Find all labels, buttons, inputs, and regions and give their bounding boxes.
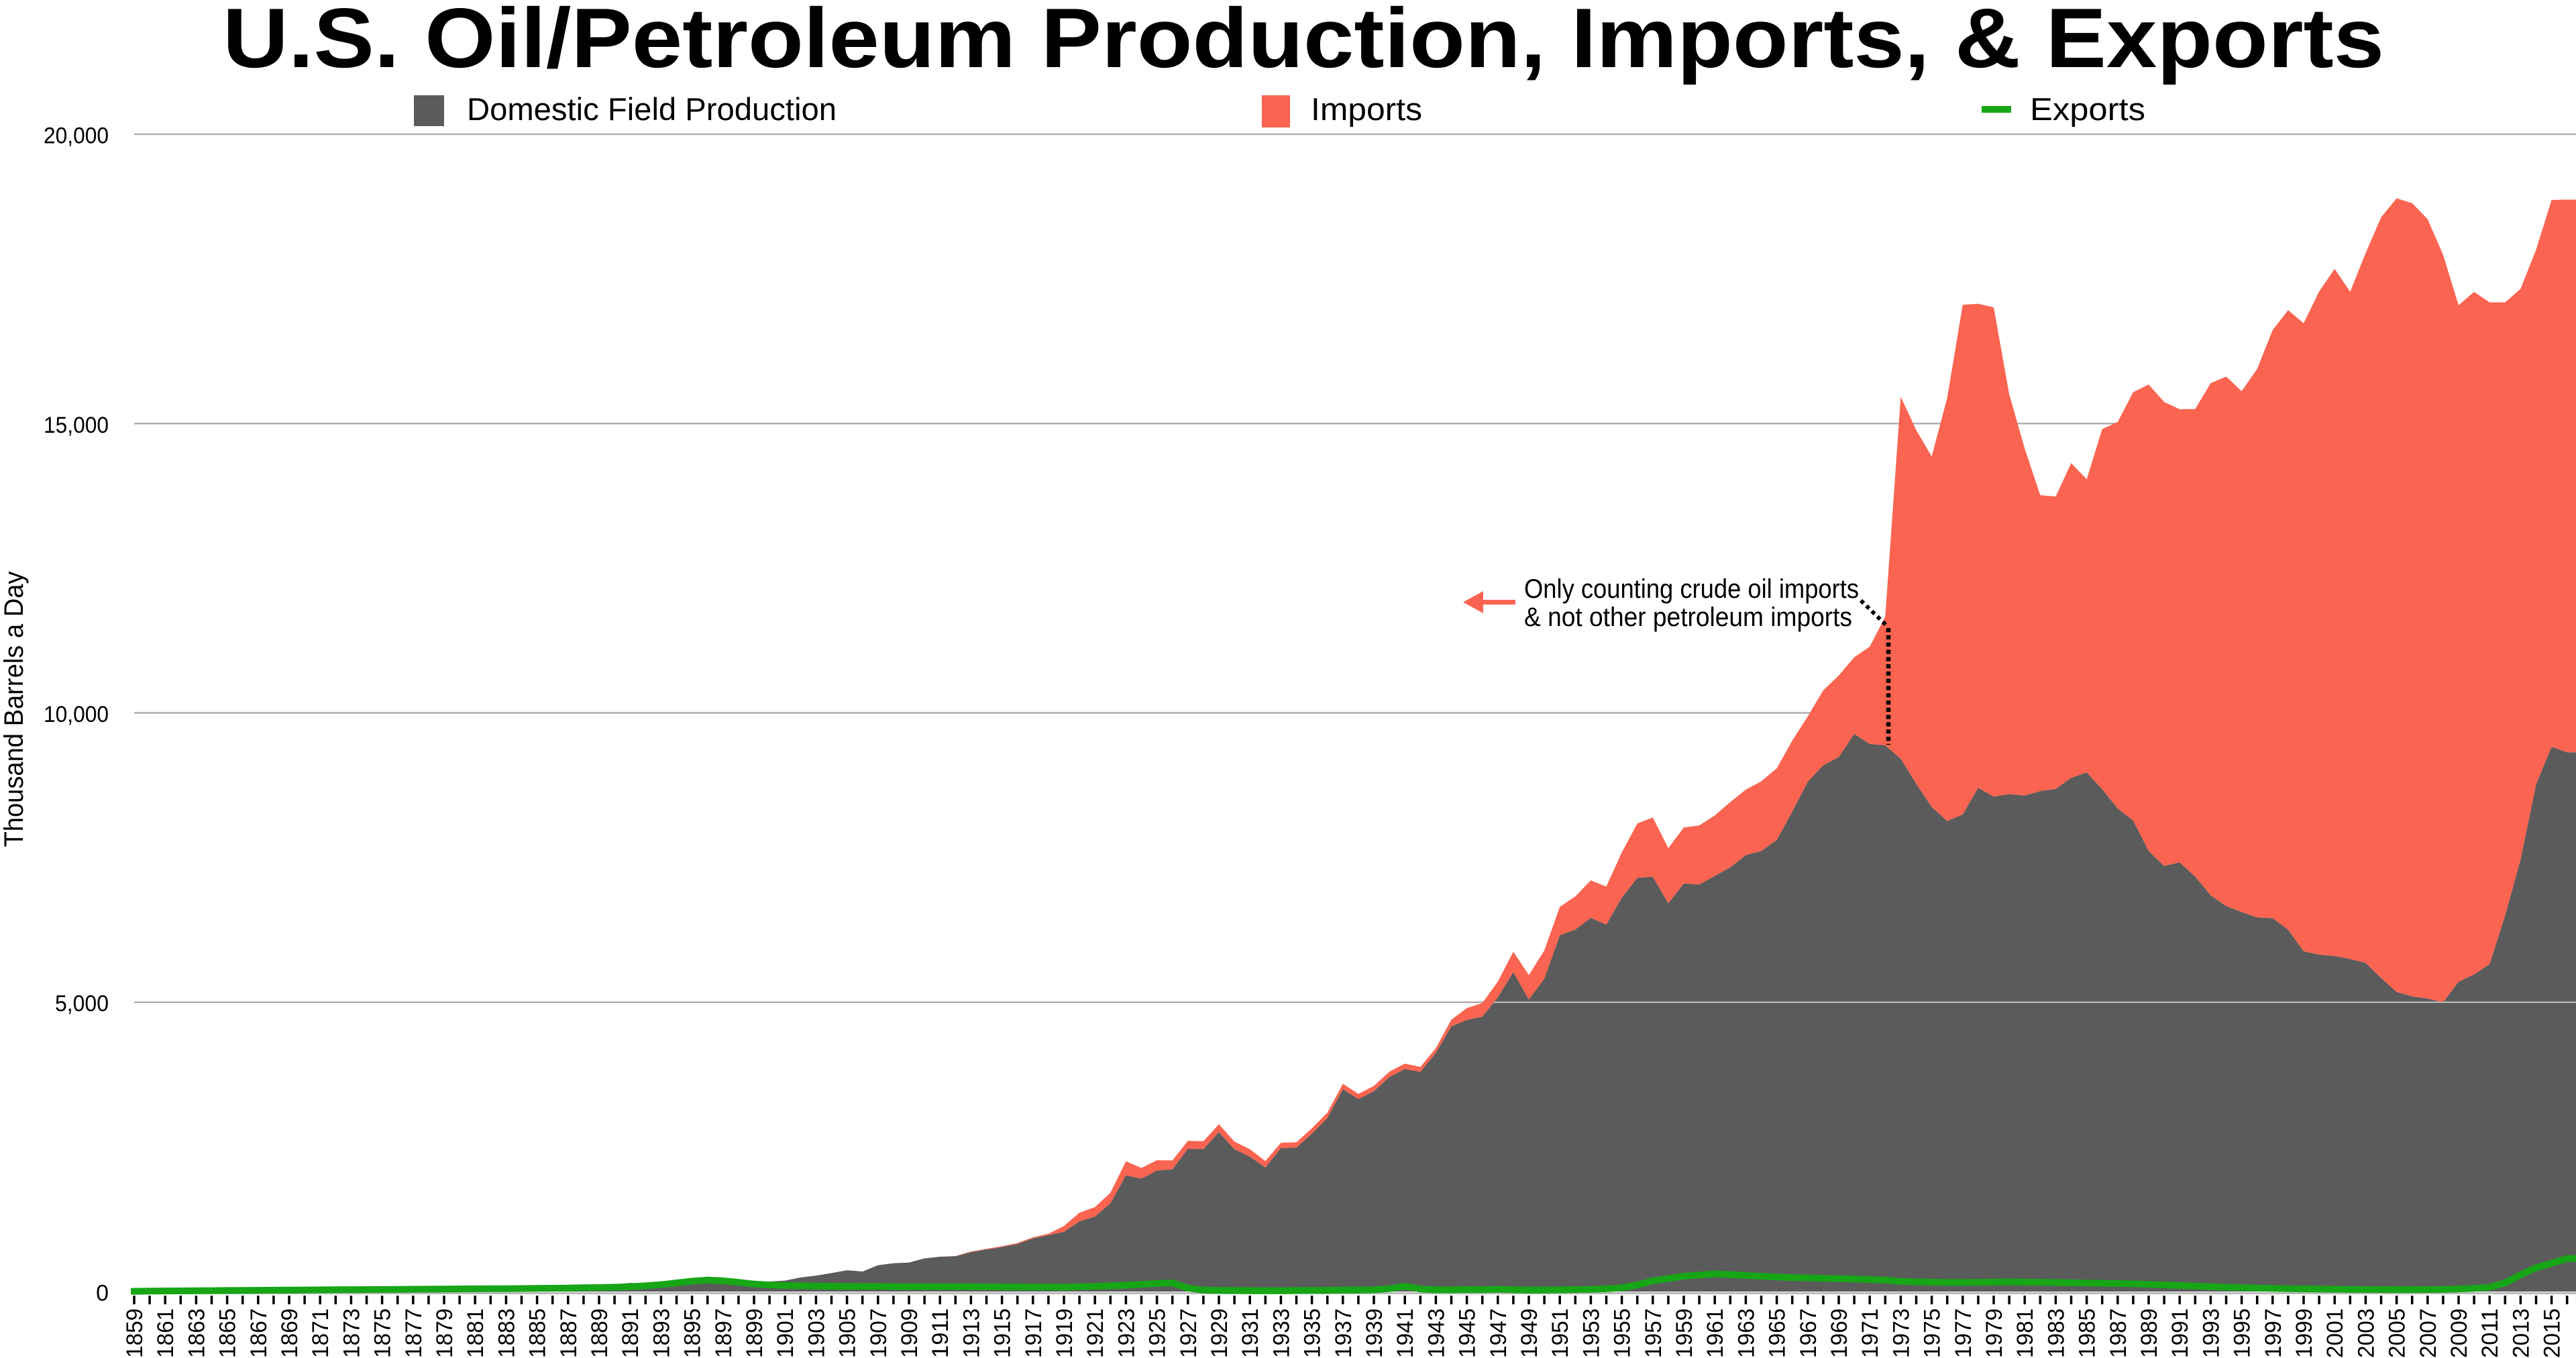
svg-text:1907: 1907 (866, 1308, 892, 1358)
svg-text:1891: 1891 (618, 1308, 643, 1358)
svg-text:1987: 1987 (2106, 1308, 2131, 1358)
svg-text:Only counting crude oil import: Only counting crude oil imports (1524, 574, 1859, 604)
svg-text:1873: 1873 (339, 1308, 364, 1358)
svg-text:1983: 1983 (2043, 1308, 2069, 1358)
svg-text:1973: 1973 (1888, 1308, 1914, 1358)
svg-text:1915: 1915 (990, 1308, 1016, 1358)
svg-text:1911: 1911 (928, 1308, 953, 1358)
svg-text:1869: 1869 (277, 1308, 303, 1358)
svg-text:1885: 1885 (525, 1308, 551, 1358)
svg-text:2001: 2001 (2322, 1308, 2348, 1358)
svg-text:2011: 2011 (2477, 1308, 2503, 1358)
svg-text:1933: 1933 (1269, 1308, 1294, 1358)
svg-text:1913: 1913 (959, 1308, 984, 1358)
svg-text:1917: 1917 (1021, 1308, 1046, 1358)
svg-text:1887: 1887 (556, 1308, 582, 1358)
svg-text:Exports: Exports (2030, 91, 2145, 127)
svg-text:1895: 1895 (680, 1308, 706, 1358)
svg-text:Thousand Barrels a Day: Thousand Barrels a Day (0, 572, 29, 847)
svg-text:1927: 1927 (1176, 1308, 1201, 1358)
svg-text:1931: 1931 (1238, 1308, 1263, 1358)
svg-text:1889: 1889 (587, 1308, 612, 1358)
svg-text:1977: 1977 (1951, 1308, 1976, 1358)
svg-text:1925: 1925 (1145, 1308, 1171, 1358)
svg-text:1893: 1893 (649, 1308, 674, 1358)
svg-text:1903: 1903 (804, 1308, 829, 1358)
svg-text:1859: 1859 (122, 1308, 148, 1358)
svg-text:1923: 1923 (1114, 1308, 1139, 1358)
svg-text:1965: 1965 (1765, 1308, 1790, 1358)
svg-text:1949: 1949 (1517, 1308, 1542, 1358)
svg-text:1871: 1871 (308, 1308, 333, 1358)
svg-text:1981: 1981 (2012, 1308, 2038, 1358)
svg-text:1969: 1969 (1827, 1308, 1852, 1358)
svg-text:1971: 1971 (1858, 1308, 1883, 1358)
svg-text:1947: 1947 (1486, 1308, 1511, 1358)
svg-text:15,000: 15,000 (44, 413, 109, 438)
svg-text:1993: 1993 (2198, 1308, 2224, 1358)
svg-text:1863: 1863 (184, 1308, 209, 1358)
svg-text:1881: 1881 (463, 1308, 488, 1358)
svg-text:10,000: 10,000 (44, 702, 109, 727)
svg-text:1921: 1921 (1083, 1308, 1108, 1358)
svg-text:1957: 1957 (1641, 1308, 1666, 1358)
svg-text:20,000: 20,000 (44, 123, 109, 149)
svg-text:1861: 1861 (153, 1308, 178, 1358)
svg-text:1899: 1899 (742, 1308, 767, 1358)
svg-text:1955: 1955 (1610, 1308, 1635, 1358)
svg-text:1967: 1967 (1796, 1308, 1821, 1358)
svg-text:1989: 1989 (2137, 1308, 2162, 1358)
svg-text:1999: 1999 (2292, 1308, 2317, 1358)
svg-text:1963: 1963 (1733, 1308, 1759, 1358)
svg-text:Imports: Imports (1311, 91, 1422, 127)
svg-text:1943: 1943 (1424, 1308, 1449, 1358)
svg-text:1865: 1865 (215, 1308, 241, 1358)
svg-text:1997: 1997 (2261, 1308, 2286, 1358)
svg-text:2005: 2005 (2385, 1308, 2410, 1358)
svg-text:0: 0 (96, 1281, 109, 1306)
svg-text:1991: 1991 (2167, 1308, 2193, 1358)
svg-text:1909: 1909 (897, 1308, 922, 1358)
svg-text:2003: 2003 (2353, 1308, 2379, 1358)
svg-text:1905: 1905 (835, 1308, 861, 1358)
svg-text:U.S. Oil/Petroleum Production,: U.S. Oil/Petroleum Production, Imports, … (223, 0, 2384, 85)
svg-text:1975: 1975 (1920, 1308, 1945, 1358)
svg-text:1897: 1897 (711, 1308, 737, 1358)
svg-text:1951: 1951 (1548, 1308, 1573, 1358)
svg-text:1901: 1901 (773, 1308, 798, 1358)
svg-text:1985: 1985 (2075, 1308, 2100, 1358)
svg-text:1979: 1979 (1982, 1308, 2007, 1358)
svg-text:1937: 1937 (1331, 1308, 1356, 1358)
svg-text:1953: 1953 (1578, 1308, 1604, 1358)
svg-text:1945: 1945 (1455, 1308, 1481, 1358)
svg-text:1941: 1941 (1393, 1308, 1418, 1358)
svg-text:1961: 1961 (1703, 1308, 1728, 1358)
svg-text:2009: 2009 (2447, 1308, 2472, 1358)
svg-text:1875: 1875 (370, 1308, 396, 1358)
svg-text:1939: 1939 (1362, 1308, 1387, 1358)
svg-text:5,000: 5,000 (55, 991, 109, 1016)
svg-text:1883: 1883 (494, 1308, 519, 1358)
svg-text:2015: 2015 (2540, 1308, 2565, 1358)
svg-text:1919: 1919 (1052, 1308, 1077, 1358)
svg-text:1929: 1929 (1207, 1308, 1232, 1358)
svg-text:Domestic Field Production: Domestic Field Production (467, 91, 837, 127)
svg-text:1879: 1879 (432, 1308, 458, 1358)
svg-text:1959: 1959 (1672, 1308, 1697, 1358)
svg-text:1935: 1935 (1300, 1308, 1326, 1358)
svg-text:1877: 1877 (401, 1308, 427, 1358)
svg-text:2013: 2013 (2508, 1308, 2534, 1358)
svg-text:2007: 2007 (2416, 1308, 2441, 1358)
svg-text:& not other petroleum imports: & not other petroleum imports (1524, 603, 1852, 632)
svg-text:1867: 1867 (246, 1308, 272, 1358)
svg-text:1995: 1995 (2230, 1308, 2255, 1358)
